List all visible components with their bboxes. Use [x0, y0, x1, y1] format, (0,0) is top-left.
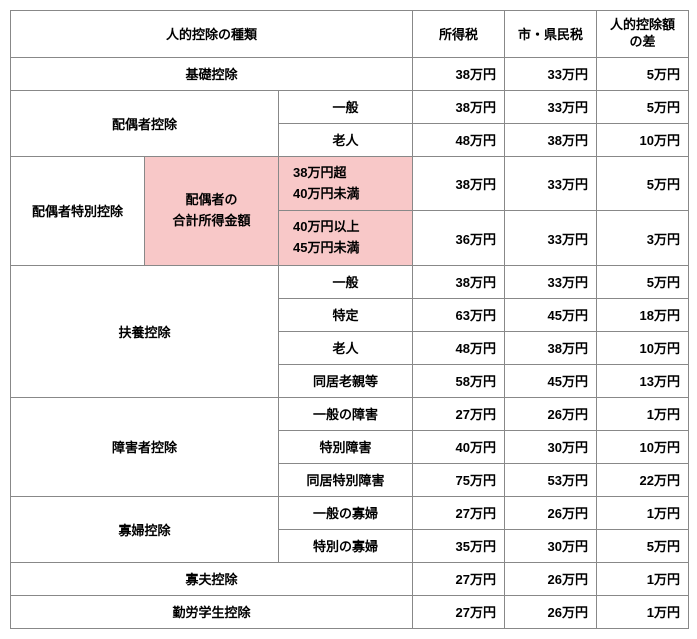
spouse-special-sublabel: 配偶者の 合計所得金額 — [145, 156, 279, 265]
header-category: 人的控除の種類 — [11, 11, 413, 58]
widow-general-sub: 一般の寡婦 — [279, 496, 413, 529]
spouse-label: 配偶者控除 — [11, 90, 279, 156]
basic-income: 38万円 — [413, 57, 505, 90]
disability-label: 障害者控除 — [11, 397, 279, 496]
dependent-coresident-elderly-diff: 13万円 — [597, 364, 689, 397]
dependent-elderly-income: 48万円 — [413, 331, 505, 364]
dependent-general-sub: 一般 — [279, 265, 413, 298]
disability-coresident-special-income: 75万円 — [413, 463, 505, 496]
deduction-table: 人的控除の種類 所得税 市・県民税 人的控除額 の差 基礎控除 38万円 33万… — [10, 10, 689, 629]
row-dependent-general: 扶養控除 一般 38万円 33万円 5万円 — [11, 265, 689, 298]
widow-label: 寡婦控除 — [11, 496, 279, 562]
working-student-diff: 1万円 — [597, 595, 689, 628]
dependent-general-income: 38万円 — [413, 265, 505, 298]
dependent-specific-diff: 18万円 — [597, 298, 689, 331]
row-widow-general: 寡婦控除 一般の寡婦 27万円 26万円 1万円 — [11, 496, 689, 529]
dependent-coresident-elderly-sub: 同居老親等 — [279, 364, 413, 397]
widow-special-resident: 30万円 — [505, 529, 597, 562]
dependent-specific-resident: 45万円 — [505, 298, 597, 331]
row-widower: 寡夫控除 27万円 26万円 1万円 — [11, 562, 689, 595]
disability-special-income: 40万円 — [413, 430, 505, 463]
dependent-general-resident: 33万円 — [505, 265, 597, 298]
spouse-special-range1-income: 38万円 — [413, 156, 505, 211]
dependent-general-diff: 5万円 — [597, 265, 689, 298]
disability-special-diff: 10万円 — [597, 430, 689, 463]
basic-label: 基礎控除 — [11, 57, 413, 90]
spouse-special-range2-income: 36万円 — [413, 211, 505, 266]
working-student-label: 勤労学生控除 — [11, 595, 413, 628]
spouse-general-resident: 33万円 — [505, 90, 597, 123]
row-spouse-general: 配偶者控除 一般 38万円 33万円 5万円 — [11, 90, 689, 123]
spouse-special-range1-resident: 33万円 — [505, 156, 597, 211]
dependent-coresident-elderly-income: 58万円 — [413, 364, 505, 397]
spouse-general-income: 38万円 — [413, 90, 505, 123]
dependent-label: 扶養控除 — [11, 265, 279, 397]
spouse-special-range1: 38万円超 40万円未満 — [279, 156, 413, 211]
dependent-elderly-resident: 38万円 — [505, 331, 597, 364]
spouse-elderly-sub: 老人 — [279, 123, 413, 156]
disability-general-sub: 一般の障害 — [279, 397, 413, 430]
dependent-specific-income: 63万円 — [413, 298, 505, 331]
header-diff: 人的控除額 の差 — [597, 11, 689, 58]
dependent-elderly-sub: 老人 — [279, 331, 413, 364]
header-resident-tax: 市・県民税 — [505, 11, 597, 58]
row-spouse-special-range1: 配偶者特別控除 配偶者の 合計所得金額 38万円超 40万円未満 38万円 33… — [11, 156, 689, 211]
spouse-special-label: 配偶者特別控除 — [11, 156, 145, 265]
disability-coresident-special-diff: 22万円 — [597, 463, 689, 496]
widower-label: 寡夫控除 — [11, 562, 413, 595]
disability-general-diff: 1万円 — [597, 397, 689, 430]
header-diff-line2: の差 — [630, 34, 656, 49]
spouse-elderly-income: 48万円 — [413, 123, 505, 156]
header-income-tax: 所得税 — [413, 11, 505, 58]
widower-resident: 26万円 — [505, 562, 597, 595]
disability-coresident-special-sub: 同居特別障害 — [279, 463, 413, 496]
dependent-elderly-diff: 10万円 — [597, 331, 689, 364]
disability-general-income: 27万円 — [413, 397, 505, 430]
row-disability-general: 障害者控除 一般の障害 27万円 26万円 1万円 — [11, 397, 689, 430]
basic-resident: 33万円 — [505, 57, 597, 90]
row-working-student: 勤労学生控除 27万円 26万円 1万円 — [11, 595, 689, 628]
widow-general-resident: 26万円 — [505, 496, 597, 529]
header-diff-line1: 人的控除額 — [610, 17, 675, 32]
working-student-income: 27万円 — [413, 595, 505, 628]
widower-diff: 1万円 — [597, 562, 689, 595]
table-header-row: 人的控除の種類 所得税 市・県民税 人的控除額 の差 — [11, 11, 689, 58]
spouse-general-sub: 一般 — [279, 90, 413, 123]
dependent-coresident-elderly-resident: 45万円 — [505, 364, 597, 397]
widow-general-diff: 1万円 — [597, 496, 689, 529]
spouse-special-range2-diff: 3万円 — [597, 211, 689, 266]
dependent-specific-sub: 特定 — [279, 298, 413, 331]
spouse-elderly-resident: 38万円 — [505, 123, 597, 156]
disability-coresident-special-resident: 53万円 — [505, 463, 597, 496]
widower-income: 27万円 — [413, 562, 505, 595]
spouse-special-range2-resident: 33万円 — [505, 211, 597, 266]
basic-diff: 5万円 — [597, 57, 689, 90]
widow-special-income: 35万円 — [413, 529, 505, 562]
disability-special-sub: 特別障害 — [279, 430, 413, 463]
widow-special-sub: 特別の寡婦 — [279, 529, 413, 562]
row-basic: 基礎控除 38万円 33万円 5万円 — [11, 57, 689, 90]
spouse-elderly-diff: 10万円 — [597, 123, 689, 156]
working-student-resident: 26万円 — [505, 595, 597, 628]
widow-special-diff: 5万円 — [597, 529, 689, 562]
disability-general-resident: 26万円 — [505, 397, 597, 430]
widow-general-income: 27万円 — [413, 496, 505, 529]
spouse-general-diff: 5万円 — [597, 90, 689, 123]
spouse-special-range2: 40万円以上 45万円未満 — [279, 211, 413, 266]
disability-special-resident: 30万円 — [505, 430, 597, 463]
spouse-special-range1-diff: 5万円 — [597, 156, 689, 211]
